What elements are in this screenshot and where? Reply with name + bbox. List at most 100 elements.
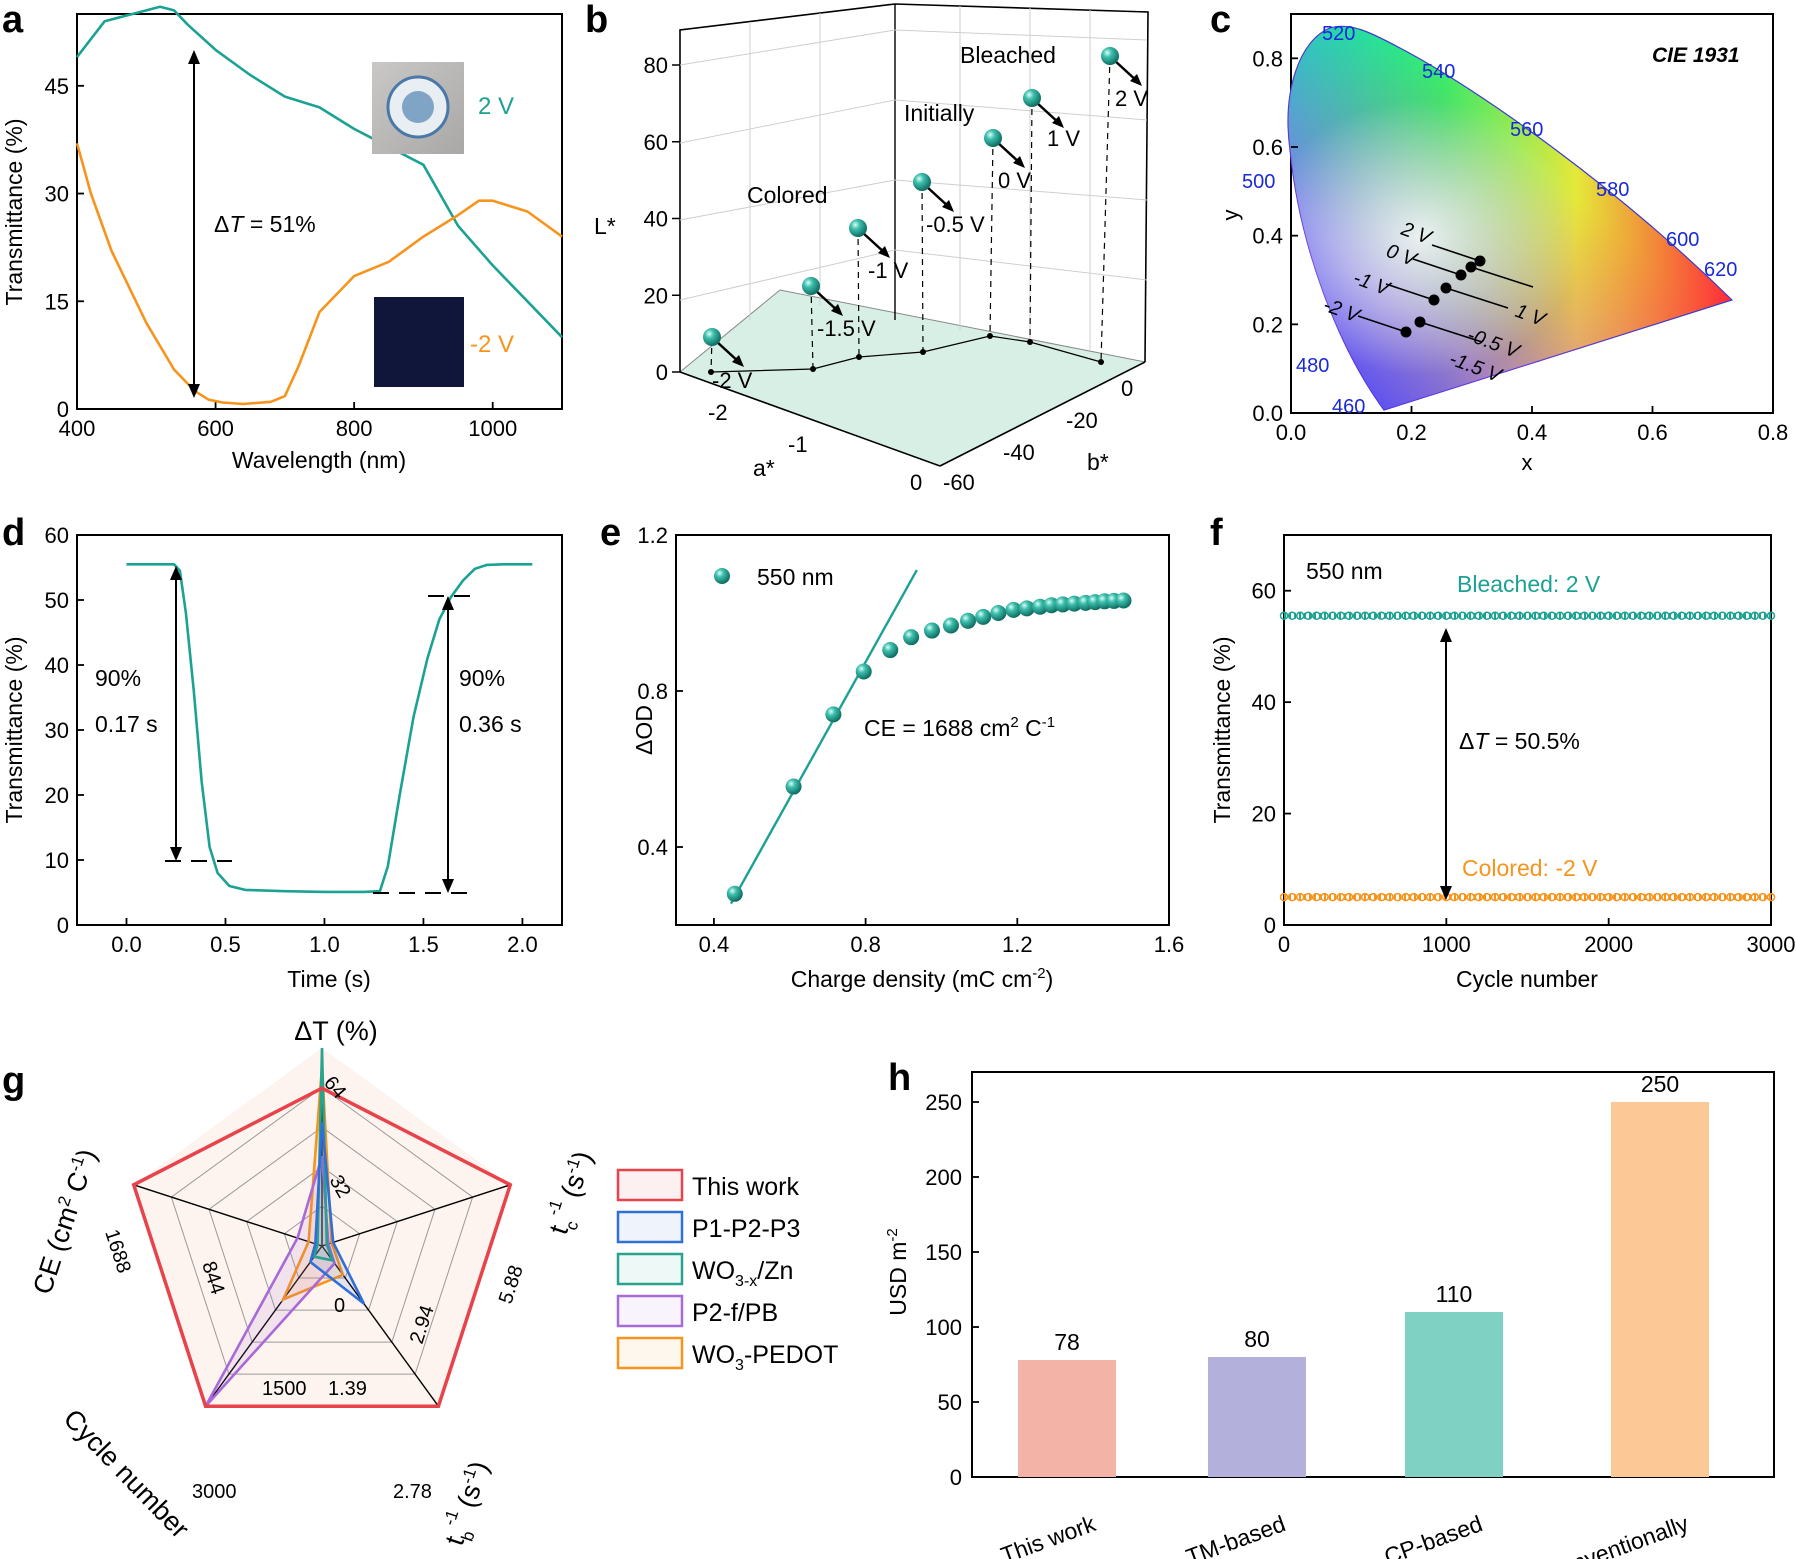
cycle-point [1279, 611, 1289, 621]
arrow-head-f [1440, 886, 1452, 900]
x-tick-label: 0.4 [1517, 420, 1548, 445]
right-pct-d: 90% [459, 665, 505, 691]
y-axis-label-e: ΔOD [631, 705, 657, 755]
data-point [1054, 596, 1071, 613]
cie-title: CIE 1931 [1652, 44, 1740, 67]
color-point [849, 219, 867, 237]
y-tick-label: 200 [925, 1165, 962, 1190]
cycle-point [1604, 892, 1613, 902]
cycle-point [1474, 892, 1484, 902]
legend-swatch [616, 1168, 684, 1202]
legend-label: WO3-x/Zn [692, 1257, 793, 1290]
cycle-point [1653, 611, 1662, 621]
point-arrow-head [1052, 116, 1064, 128]
cycle-point [1766, 611, 1776, 621]
panel-a: a 400 600 800 1000 0 15 30 45 Wavelength (nm) T… [1, 0, 563, 473]
radar-tick: 1500 [262, 1378, 307, 1400]
radar-tick: 2.78 [393, 1481, 432, 1503]
legend-swatch [616, 1210, 684, 1244]
cycle-point [1328, 611, 1337, 621]
radar-spoke [133, 1184, 323, 1247]
x-tick-label: 2000 [1584, 932, 1633, 957]
linear-fit-line [729, 569, 918, 905]
bar-value-label: 80 [1244, 1326, 1270, 1352]
point-label: 0 V [998, 168, 1031, 193]
label-m2v-a: -2 V [470, 331, 514, 358]
y-tick-label: 50 [938, 1390, 962, 1415]
x-tick-label: 0.4 [699, 932, 730, 957]
locus-label: 480 [1296, 355, 1329, 377]
y-axis-label-f: Transmittance (%) [1209, 636, 1235, 823]
legend-swatch [616, 1252, 684, 1286]
cycle-point [1742, 892, 1751, 902]
cie-arrow [1412, 258, 1462, 276]
data-point [1018, 600, 1035, 617]
x-tick-label: 0.2 [1396, 420, 1427, 445]
y-tick-label: 100 [925, 1315, 962, 1340]
grid-lines-b [679, 6, 1148, 350]
cycle-point [1693, 611, 1703, 621]
arrow-head-d [442, 879, 454, 893]
cycle-point [1312, 611, 1321, 621]
cycle-point [1645, 892, 1654, 902]
bleached-label: Bleached [960, 42, 1056, 68]
cycle-point [1482, 892, 1492, 902]
label-2v-a: 2 V [478, 93, 514, 120]
cie-point [1400, 326, 1412, 338]
x-tick-label: 600 [197, 416, 234, 441]
y-axis-label-d: Transmittance (%) [1, 636, 27, 823]
arrow-head-down-a [188, 384, 200, 398]
x-tick-label: 0.8 [1758, 420, 1789, 445]
cycle-point [1458, 892, 1467, 902]
ce-annotation-e: CE = 1688 cm2 C-1 [864, 714, 1055, 741]
z-tick-label: 20 [644, 283, 668, 308]
series-line-2V [75, 5, 563, 339]
x-axis-label-b: a* [753, 455, 775, 481]
y-axis-label-b: b* [1087, 449, 1109, 475]
cycle-point [1734, 892, 1743, 902]
y-tick-label: 0.8 [637, 679, 668, 704]
x-tick-label: 0.8 [850, 932, 881, 957]
locus-label: 620 [1704, 259, 1737, 281]
cycle-point [1409, 611, 1419, 621]
cie-point [1474, 255, 1486, 267]
z-tick-label: 0 [656, 360, 668, 385]
cycle-point [1571, 611, 1581, 621]
cycle-point [1718, 892, 1727, 902]
cycle-point [1442, 611, 1451, 621]
point-arrow-head [1130, 74, 1142, 86]
cycle-point [1377, 611, 1386, 621]
y-tick-label: 20 [45, 783, 69, 808]
cycle-point [1515, 892, 1524, 902]
arrow-head-up-a [188, 50, 200, 64]
y-tick-label: 10 [45, 848, 69, 873]
data-point [990, 605, 1007, 621]
cie-point [1440, 282, 1452, 294]
radar-axis-name-cycle: Cycle number [58, 1403, 195, 1544]
arrow-head-d [442, 596, 454, 610]
cie-arrow [1445, 287, 1509, 309]
cie-arrow [1419, 321, 1483, 343]
bar-value-label: 110 [1436, 1281, 1473, 1307]
cycle-point [1466, 892, 1475, 902]
x-tick-label: 1.6 [1154, 932, 1185, 957]
panel-f: f 0 1000 2000 3000 0 20 40 60 550 nm Bleached: … [1209, 512, 1795, 992]
locus-label: 580 [1596, 179, 1629, 201]
cycle-point [1701, 892, 1711, 902]
y-axis-label-h: USD m-2 [884, 1228, 911, 1315]
cycle-point [1563, 611, 1573, 621]
cycle-point [1482, 611, 1492, 621]
y-tick-label: 0 [57, 397, 69, 422]
cycle-point [1645, 611, 1654, 621]
radar-axis-name-tb: tb-1 (s-1) [434, 1456, 500, 1551]
cycle-point [1628, 892, 1638, 902]
bar-This-work [1018, 1360, 1116, 1477]
y-tick-label: 0.4 [1252, 224, 1283, 249]
color-point [703, 328, 721, 346]
cycle-point [1409, 892, 1419, 902]
x-tick-label: 0.5 [210, 932, 241, 957]
legend-ball-e [714, 568, 730, 584]
cycle-point [1336, 892, 1346, 902]
